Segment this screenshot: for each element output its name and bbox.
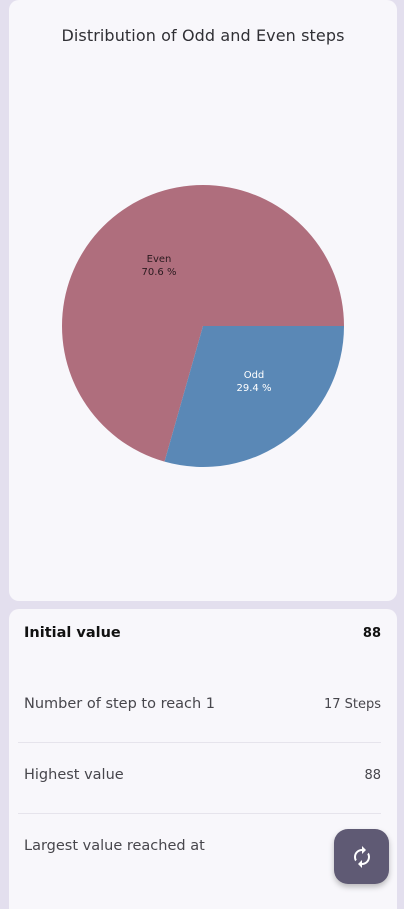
pie-chart: Even 70.6 % Odd 29.4 % xyxy=(61,184,345,468)
initial-value-row: Initial value 88 xyxy=(24,625,381,641)
refresh-button[interactable] xyxy=(334,829,389,884)
pie-slice-odd xyxy=(164,326,344,468)
slice-label-odd: Odd xyxy=(244,370,265,381)
refresh-icon xyxy=(353,845,370,868)
highest-value-row: Highest value 88 xyxy=(24,767,381,783)
steps-row: Number of step to reach 1 17 Steps xyxy=(24,696,381,712)
largest-at-label: Largest value reached at xyxy=(24,838,205,854)
divider xyxy=(18,742,381,743)
initial-value-label: Initial value xyxy=(24,625,121,641)
highest-value-label: Highest value xyxy=(24,767,124,783)
initial-value: 88 xyxy=(362,625,381,641)
pie-slice-even xyxy=(62,185,345,462)
largest-at-row: Largest value reached at xyxy=(24,838,381,854)
stats-card: Initial value 88 Number of step to reach… xyxy=(9,609,397,909)
steps-value: 17 Steps xyxy=(323,696,381,712)
slice-label-even: Even xyxy=(147,254,172,265)
divider xyxy=(18,813,381,814)
steps-label: Number of step to reach 1 xyxy=(24,696,216,712)
slice-percent-odd: 29.4 % xyxy=(237,383,272,394)
highest-value: 88 xyxy=(364,767,381,783)
pie-chart-svg: Even 70.6 % Odd 29.4 % xyxy=(62,185,345,468)
chart-title: Distribution of Odd and Even steps xyxy=(61,26,345,45)
slice-percent-even: 70.6 % xyxy=(142,267,177,278)
chart-card: Distribution of Odd and Even steps Even 7… xyxy=(9,0,397,601)
